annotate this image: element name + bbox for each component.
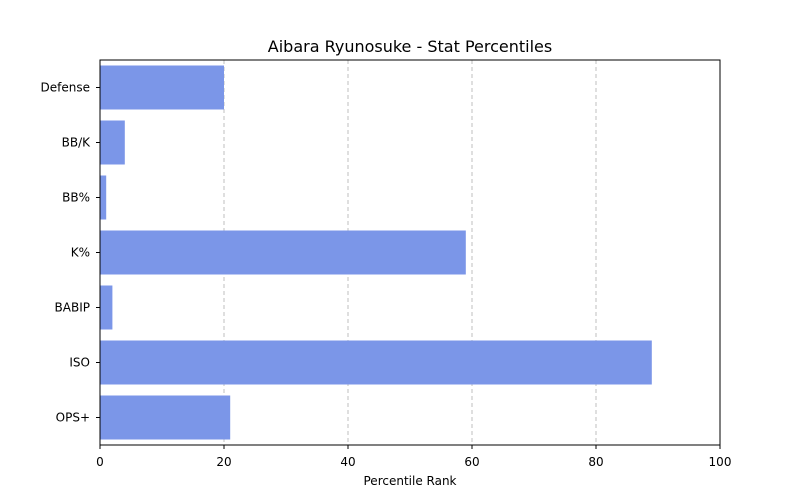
bar xyxy=(100,175,107,220)
x-tick-label: 40 xyxy=(340,455,355,469)
x-tick-label: 60 xyxy=(464,455,479,469)
chart-title: Aibara Ryunosuke - Stat Percentiles xyxy=(268,37,552,56)
bars xyxy=(100,65,652,440)
bar xyxy=(100,120,125,165)
y-tick-label: Defense xyxy=(41,81,90,95)
x-tick-label: 0 xyxy=(96,455,104,469)
bar xyxy=(100,230,466,275)
x-tick-label: 20 xyxy=(216,455,231,469)
x-tick-label: 80 xyxy=(588,455,603,469)
bar xyxy=(100,65,224,110)
y-tick-label: ISO xyxy=(69,356,90,370)
y-tick-label: BB/K xyxy=(62,136,92,150)
bar xyxy=(100,340,652,385)
x-axis-label: Percentile Rank xyxy=(364,474,457,488)
y-tick-label: BABIP xyxy=(55,301,90,315)
y-tick-label: K% xyxy=(71,246,90,260)
bar xyxy=(100,285,113,330)
y-tick-label: OPS+ xyxy=(56,411,90,425)
bar xyxy=(100,395,231,440)
y-axis-ticks: OPS+ ISO BABIP K% BB% BB/K Defense xyxy=(41,81,100,425)
y-tick-label: BB% xyxy=(62,191,90,205)
x-axis-ticks: 0 20 40 60 80 100 xyxy=(96,445,731,469)
x-tick-label: 100 xyxy=(709,455,732,469)
